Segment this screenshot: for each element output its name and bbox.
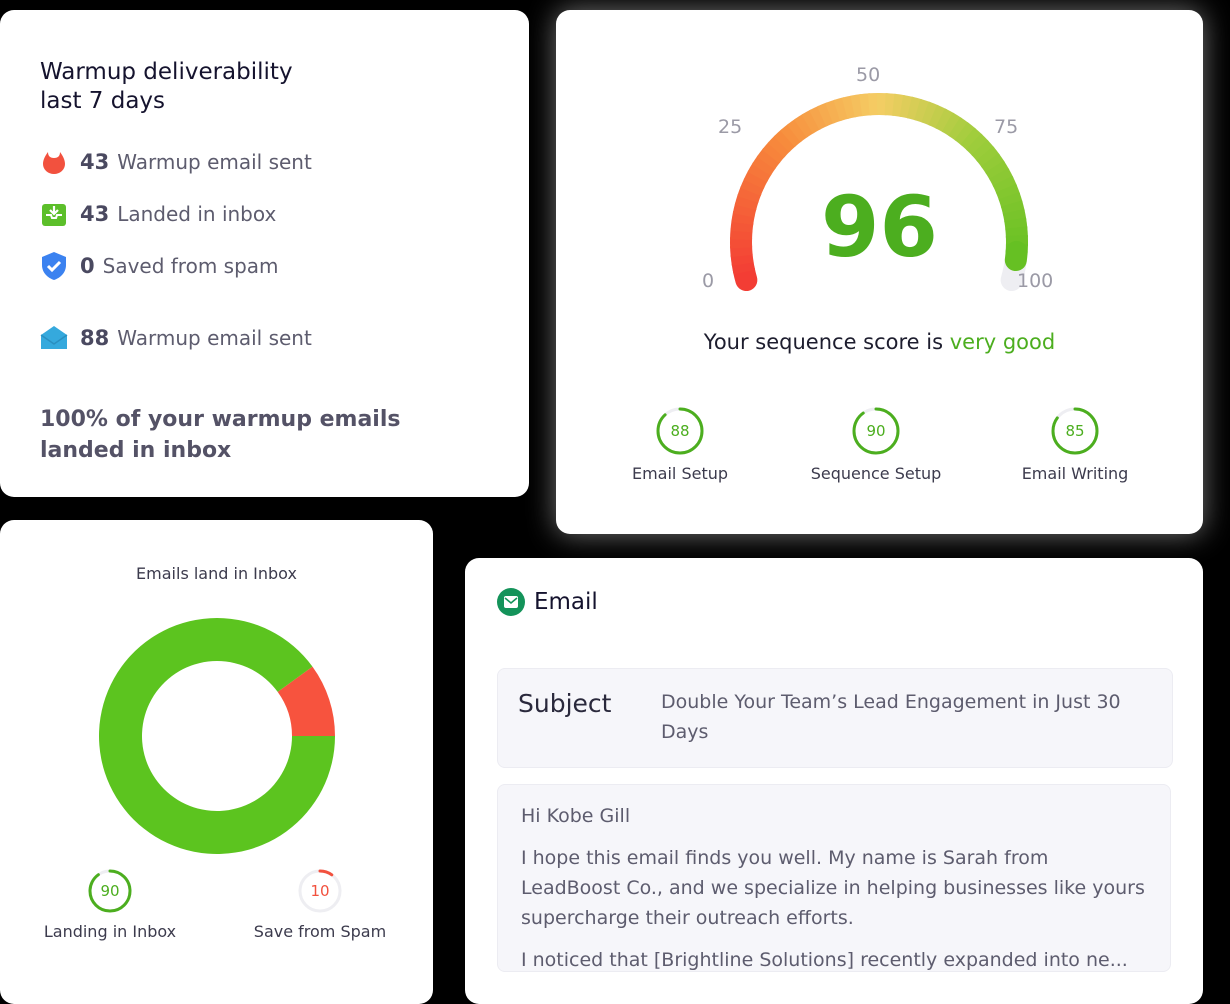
subscore-label: Email Setup <box>631 464 729 483</box>
envelope-icon <box>40 324 68 352</box>
score-value: 96 <box>821 178 938 276</box>
warmup-summary: 100% of your warmup emails landed in inb… <box>40 407 401 463</box>
ring-progress <box>298 869 342 913</box>
stat-value: 88 <box>80 326 110 350</box>
score-text-prefix: Your sequence score is <box>703 330 944 354</box>
gauge-fill-segment <box>1004 240 1028 272</box>
gauge-label-100: 100 <box>1017 270 1054 292</box>
subscore-email-setup: 88 Email Setup <box>600 406 760 483</box>
ring-value: 10 <box>310 882 329 900</box>
donut-slice-save-from-spam <box>277 666 335 736</box>
stat-label: Warmup email sent <box>117 150 312 174</box>
inbox-chart-card: Emails land in Inbox 90 Landing in Inbox… <box>0 520 433 1004</box>
email-body[interactable]: Hi Kobe Gill I hope this email finds you… <box>497 784 1171 972</box>
warmup-deliverability-card: Warmup deliverability last 7 days 43 Warm… <box>0 10 529 497</box>
body-paragraph: I hope this email finds you well. My nam… <box>521 847 1145 929</box>
legend-label: Save from Spam <box>253 922 387 941</box>
score-text: Your sequence score is very good <box>556 330 1203 354</box>
subject-label: Subject <box>518 689 612 718</box>
progress-ring: 88 <box>656 407 704 455</box>
subject-box: Subject Double Your Team’s Lead Engageme… <box>497 668 1173 768</box>
body-paragraph: I noticed that [Brightline Solutions] re… <box>521 949 1128 971</box>
legend-landing-inbox: 90 Landing in Inbox <box>30 868 190 941</box>
score-gauge <box>730 93 1028 292</box>
progress-ring: 90 <box>88 869 132 913</box>
subscore-label: Email Writing <box>1021 464 1129 483</box>
email-header: Email <box>497 588 598 616</box>
ring-value: 85 <box>1065 422 1084 440</box>
subscore-label: Sequence Setup <box>810 464 942 483</box>
ring-progress <box>852 407 900 455</box>
gauge-label-25: 25 <box>718 116 743 138</box>
ring-progress <box>1051 407 1099 455</box>
sequence-score-card: 0 25 50 75 100 96 Your sequence score is… <box>556 10 1203 534</box>
stat-warmup-sent-2: 88 Warmup email sent <box>40 324 312 352</box>
score-rating: very good <box>949 330 1056 354</box>
legend-save-spam: 10 Save from Spam <box>240 868 400 941</box>
ring-value: 90 <box>100 882 119 900</box>
ring-progress <box>656 407 704 455</box>
stat-landed-inbox: 43 Landed in inbox <box>40 200 276 228</box>
subscore-email-writing: 85 Email Writing <box>995 406 1155 483</box>
stat-value: 0 <box>80 254 95 278</box>
email-icon <box>497 588 525 616</box>
chart-title: Emails land in Inbox <box>136 564 297 583</box>
subscore-sequence-setup: 90 Sequence Setup <box>796 406 956 483</box>
stat-label: Saved from spam <box>102 254 279 278</box>
title-line-2: last 7 days <box>40 88 166 114</box>
stat-label: Landed in inbox <box>117 202 277 226</box>
inbox-download-icon <box>40 200 68 228</box>
email-header-title: Email <box>534 589 598 615</box>
progress-ring: 10 <box>298 869 342 913</box>
progress-ring: 90 <box>852 407 900 455</box>
card-title: Warmup deliverability last 7 days <box>40 58 293 116</box>
fire-icon <box>40 148 68 176</box>
stat-value: 43 <box>80 150 110 174</box>
stat-value: 43 <box>80 202 110 226</box>
stat-warmup-sent: 43 Warmup email sent <box>40 148 312 176</box>
gauge-label-50: 50 <box>856 64 881 86</box>
legend-label: Landing in Inbox <box>43 922 177 941</box>
title-line-1: Warmup deliverability <box>40 59 293 85</box>
subject-value[interactable]: Double Your Team’s Lead Engagement in Ju… <box>661 691 1121 743</box>
stat-saved-spam: 0 Saved from spam <box>40 252 279 280</box>
progress-ring: 85 <box>1051 407 1099 455</box>
gauge-label-75: 75 <box>994 116 1019 138</box>
donut-slice-landing-in-inbox <box>98 617 335 854</box>
shield-check-icon <box>40 252 68 280</box>
body-greeting: Hi Kobe Gill <box>521 805 631 827</box>
inbox-donut-chart <box>98 617 335 854</box>
ring-progress <box>88 869 132 913</box>
ring-value: 90 <box>866 422 885 440</box>
ring-value: 88 <box>670 422 689 440</box>
email-card: Email Subject Double Your Team’s Lead En… <box>465 558 1203 1004</box>
stat-label: Warmup email sent <box>117 326 312 350</box>
gauge-label-0: 0 <box>702 270 715 292</box>
